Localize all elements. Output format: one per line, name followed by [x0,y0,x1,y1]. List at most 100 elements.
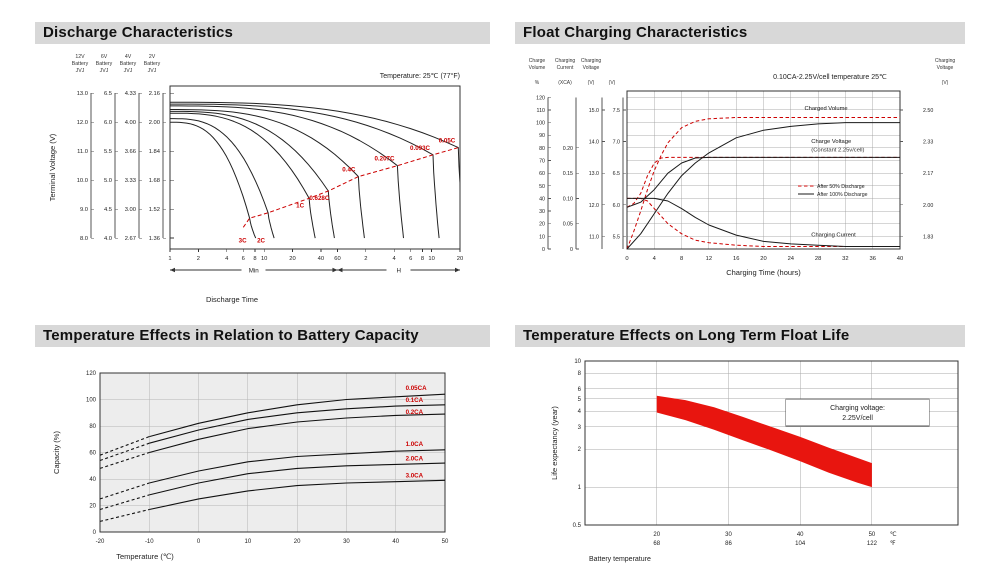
tick-label: 1.52 [149,207,160,213]
axis-header: 4V [125,54,132,60]
tick-label: 9.0 [80,207,88,213]
panel-title-float-life: Temperature Effects on Long Term Float L… [515,325,965,347]
axis-header: 6V [101,54,108,60]
capacity-curve [149,462,446,496]
tick-label: 8 [578,371,582,377]
axis-header: JVJ [148,68,157,74]
capacity-curve-dashed [99,508,150,522]
tick-label-celsius: 20 [653,532,660,538]
tick-label: 1.68 [149,178,160,184]
annotation-line: Charging voltage: [830,405,885,412]
tick-label: 6.5 [104,91,112,97]
tick-label-celsius: 40 [797,532,804,538]
plot-frame [99,372,446,533]
tick-label: 60 [539,171,545,177]
tick-label: 2 [578,447,582,453]
discharge-curve [170,103,440,239]
x-axis-title: Battery temperature [589,556,651,563]
tick-label: 20 [457,256,463,262]
series-label: Charge Voltage [811,139,851,145]
axis-header: Battery [120,61,137,67]
discharge-curve [170,118,275,239]
tick-label: 4 [653,256,657,262]
discharge-chart-area: 12V Battery JVJ 13.0 12.0 11.0 10.0 9.0 8.0 6V Bat… [35,44,490,313]
curve-label: 0.207C [374,156,394,163]
series-label: Charging Current [811,232,856,238]
tick-label: 20 [289,256,295,262]
axis-unit: (V) [942,80,949,86]
panel-title-temperature-capacity: Temperature Effects in Relation to Batte… [35,325,490,347]
life-band [656,395,872,488]
tick-label-fahrenheit: 68 [653,541,660,547]
segment-label: H [396,268,400,275]
tick-label: 1 [578,485,582,491]
tick-label: 10.0 [77,178,88,184]
chart-note: 0.10CA-2.25V/cell temperature 25℃ [773,74,887,81]
axis-header: Battery [144,61,161,67]
panel-float-life: Temperature Effects on Long Term Float L… [515,325,965,569]
curve-label: 3.0CA [406,473,424,480]
tick-label-celsius: 50 [869,532,876,538]
curve-label: 1C [296,202,304,209]
discharge-chart: 12VBatteryJVJ13.012.011.010.09.08.06VBat… [48,54,463,304]
tick-label: 2.17 [923,171,933,177]
discharge-curve [170,105,404,239]
axis-header: Current [557,65,574,71]
float-life-chart-area: 10 8 6 5 4 3 2 1 0.5 20 68 30 86 40 104 50 122 ℃ ℉ Charging… [515,347,965,569]
tick-label: 3 [578,425,582,431]
tick-label: 100 [536,121,545,127]
temperature-capacity-chart-area: 0 20 40 60 80 100 120 -20 -10 0 10 20 30 40 50 Capacity… [35,347,490,569]
tick-label: 13.0 [77,91,88,97]
capacity-curve [149,413,446,454]
tick-label: 10 [574,359,581,365]
curve-label: 0.628C [309,195,329,202]
tick-label-fahrenheit: 122 [867,541,878,547]
discharge-curve [170,121,257,239]
tick-label: 2.00 [923,203,933,209]
discharge-curve [170,112,316,239]
y-axis-title: Terminal Voltage (V) [48,133,57,201]
tick-label: 0.20 [563,146,573,152]
axis-header: Charging [581,58,602,64]
tick-label: 7.0 [613,140,620,146]
discharge-curve [170,101,460,192]
tick-label: 2 [364,256,367,262]
tick-label: 16 [733,256,739,262]
y-axis-title: Capacity (%) [52,431,61,474]
tick-label: 4.00 [125,120,136,126]
axis-header: JVJ [124,68,133,74]
annotation-line: 2.25V/cell [842,415,873,422]
tick-label: 20 [539,222,545,228]
tick-label: 0.5 [573,523,582,529]
tick-label-celsius: 30 [725,532,732,538]
curve-label: 0.05C [439,138,456,145]
tick-label: 8 [253,256,256,262]
panel-discharge-characteristics: Discharge Characteristics 12V Battery JVJ 1… [35,22,490,313]
axis-header: JVJ [76,68,85,74]
axis-header: JVJ [100,68,109,74]
tick-label: 20 [760,256,766,262]
curve-label: 0.2CA [406,409,424,416]
charge-voltage-after-50 [626,156,900,208]
annotation-box [785,398,930,427]
tick-label: 7.5 [613,108,620,114]
tick-label: 11.0 [589,234,599,240]
capacity-curve [149,449,446,484]
tick-label: 1 [168,256,171,262]
tick-label: 4.0 [104,236,112,242]
float-charging-chart-area: 0 4 8 12 16 20 24 28 32 36 40 Charging Time (hours)… [515,44,965,313]
tick-label: 90 [539,133,545,139]
panel-title-discharge: Discharge Characteristics [35,22,490,44]
celsius-unit: ℃ [890,532,897,538]
tick-label: 8 [680,256,683,262]
tick-label: 5.0 [104,178,112,184]
panel-title-float-charging: Float Charging Characteristics [515,22,965,44]
discharge-curve [170,110,335,239]
tick-label: 4 [225,256,229,262]
tick-label: 30 [343,539,350,545]
tick-label: 2.00 [149,120,160,126]
arrowhead [332,267,338,273]
tick-label: 1.36 [149,236,160,242]
tick-label: 13.0 [589,171,599,177]
capacity-plot: 0 20 40 60 80 100 120 -20 -10 0 10 20 30 40 50 Capacity… [52,371,449,561]
